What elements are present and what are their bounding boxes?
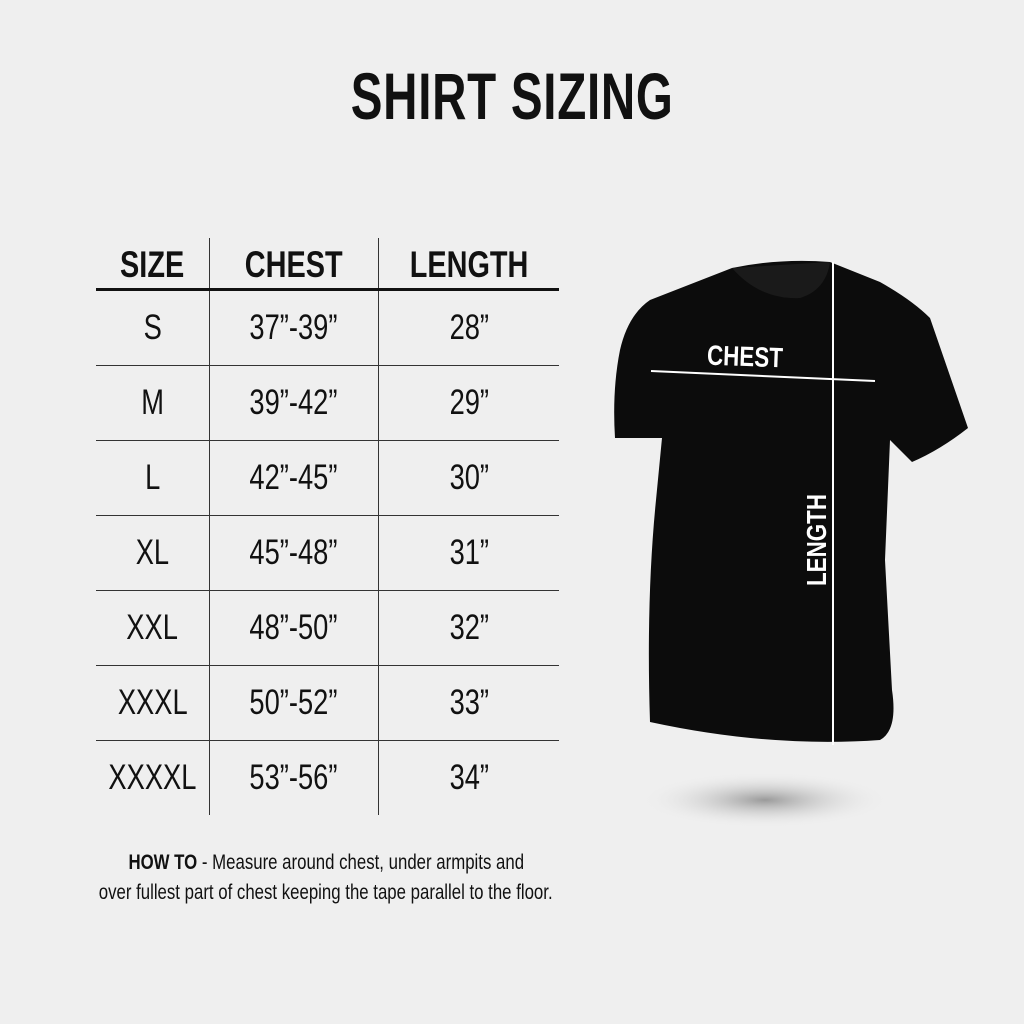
header-length: LENGTH: [377, 238, 559, 291]
cell-size: XXL: [96, 590, 210, 666]
how-to-note: HOW TO - Measure around chest, under arm…: [40, 848, 612, 908]
cell-length: 29”: [377, 365, 559, 441]
cell-size: S: [96, 289, 210, 366]
tshirt-icon: [614, 260, 968, 742]
cell-length: 33”: [377, 665, 559, 741]
cell-length: 30”: [377, 440, 559, 516]
cell-size: XL: [96, 515, 210, 591]
tshirt-diagram: CHEST LENGTH: [614, 260, 968, 828]
table-row: XL 45”-48” 31”: [96, 515, 559, 591]
cell-size: XXXXL: [108, 758, 197, 797]
how-to-label: HOW TO: [128, 851, 197, 874]
table-row: L 42”-45” 30”: [96, 440, 559, 516]
how-to-line1: - Measure around chest, under armpits an…: [196, 851, 524, 874]
cell-chest: 37”-39”: [208, 289, 379, 366]
cell-length: 31”: [377, 515, 559, 591]
table-row: XXXXL 53”-56” 34”: [96, 740, 559, 815]
cell-length: 34”: [377, 740, 559, 815]
cell-size: XXXL: [96, 665, 210, 741]
shirt-shadow: [640, 772, 890, 828]
size-table: SIZE CHEST LENGTH S 37”-39” 28” M 39”-42” 29”…: [96, 238, 559, 815]
cell-chest: 53”-56”: [208, 740, 379, 815]
table-row: XXXL 50”-52” 33”: [96, 665, 559, 741]
chest-measure-line: [650, 370, 876, 382]
table-row: S 37”-39” 28”: [96, 289, 559, 366]
table-header-row: SIZE CHEST LENGTH: [96, 238, 559, 291]
cell-chest: 42”-45”: [208, 440, 379, 516]
cell-size: L: [96, 440, 210, 516]
header-size: SIZE: [96, 238, 210, 291]
chest-label: CHEST: [706, 340, 783, 374]
cell-chest: 39”-42”: [208, 365, 379, 441]
cell-chest: 45”-48”: [208, 515, 379, 591]
cell-size: M: [96, 365, 210, 441]
cell-length: 32”: [377, 590, 559, 666]
cell-length: 28”: [377, 289, 559, 366]
page-title: SHIRT SIZING: [350, 59, 674, 133]
cell-chest: 50”-52”: [208, 665, 379, 741]
length-label: LENGTH: [802, 494, 833, 586]
how-to-line2: over fullest part of chest keeping the t…: [99, 881, 553, 904]
header-chest: CHEST: [208, 238, 379, 291]
table-row: XXL 48”-50” 32”: [96, 590, 559, 666]
cell-chest: 48”-50”: [208, 590, 379, 666]
table-row: M 39”-42” 29”: [96, 365, 559, 441]
